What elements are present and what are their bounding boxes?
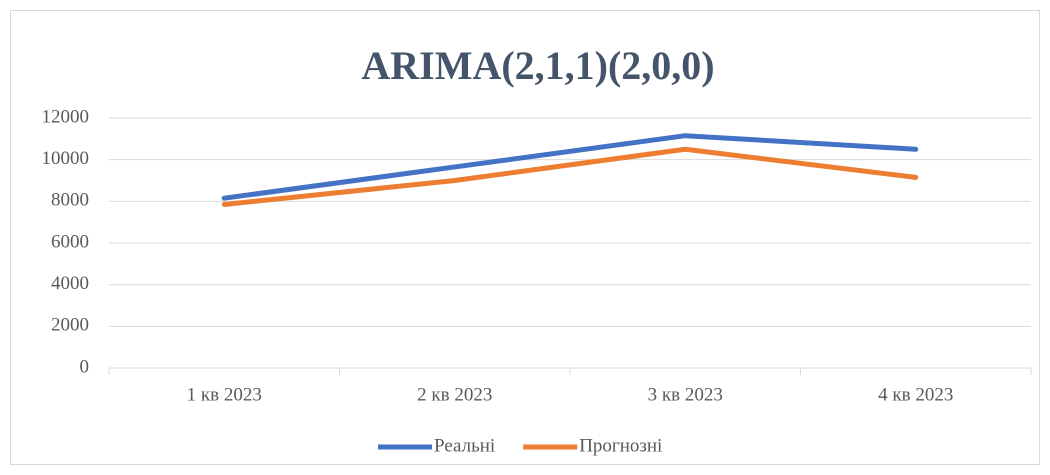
legend-label: Реальні	[434, 435, 495, 456]
chart-title: ARIMA(2,1,1)(2,0,0)	[361, 43, 714, 88]
x-tick-label: 3 кв 2023	[648, 384, 723, 405]
series-line	[221, 146, 919, 207]
y-tick-label: 12000	[42, 106, 90, 127]
x-tick-label: 2 кв 2023	[417, 384, 492, 405]
series-line	[221, 133, 919, 201]
x-tick-label: 4 кв 2023	[878, 384, 953, 405]
chart-border	[10, 10, 1040, 465]
y-tick-label: 10000	[42, 148, 90, 169]
y-tick-label: 4000	[51, 273, 89, 294]
y-tick-label: 8000	[51, 190, 89, 211]
y-tick-label: 2000	[51, 315, 89, 336]
y-tick-label: 0	[80, 356, 90, 377]
x-tick-label: 1 кв 2023	[187, 384, 262, 405]
y-tick-label: 6000	[51, 231, 89, 252]
legend-label: Прогнозні	[579, 435, 662, 456]
